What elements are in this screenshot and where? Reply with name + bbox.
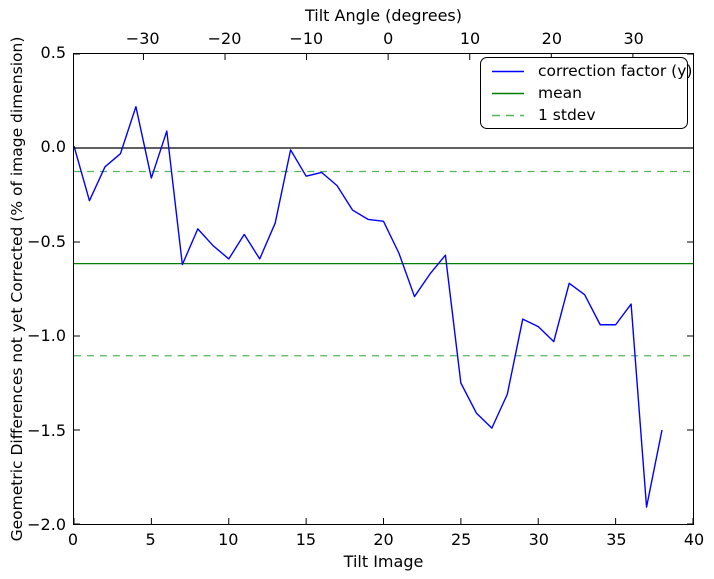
x-tick-label: 35: [606, 530, 627, 549]
legend-label: mean: [538, 84, 582, 102]
y-tick-label: −2.0: [27, 515, 66, 534]
x-tick-label: 20: [373, 530, 394, 549]
legend-label: 1 stdev: [538, 106, 596, 124]
plot-area: correction factor (y) mean 1 stdev: [73, 53, 694, 525]
top-tick-label: 10: [459, 29, 481, 48]
top-tick-label: 20: [541, 29, 563, 48]
legend-item-mean: mean: [492, 82, 687, 104]
x-tick-label: 25: [450, 530, 472, 549]
x-tick-label: 40: [683, 530, 705, 549]
legend-line-solid-blue-icon: [492, 70, 524, 72]
legend-item-stdev: 1 stdev: [492, 104, 687, 126]
x-tick-label: 0: [67, 530, 79, 549]
x-tick-label: 5: [145, 530, 156, 549]
top-axis-title: Tilt Angle (degrees): [304, 6, 463, 25]
y-tick-label: −1.0: [27, 326, 66, 346]
y-axis-label: Geometric Differences not yet Corrected …: [8, 36, 26, 542]
top-tick-label: −20: [207, 29, 242, 48]
x-tick-label: 15: [295, 530, 317, 549]
top-tick-label: −30: [125, 29, 160, 48]
x-tick-label: 30: [528, 530, 549, 549]
x-axis-label: Tilt Image: [343, 552, 424, 571]
legend-label: correction factor (y): [538, 62, 693, 80]
legend-line-dashed-green-icon: [492, 114, 524, 116]
chart-canvas: [74, 54, 693, 524]
y-tick-label: 0.5: [40, 43, 66, 62]
top-tick-label: 0: [383, 29, 394, 48]
x-tick-label: 10: [218, 530, 239, 549]
y-tick-label: −0.5: [27, 231, 66, 251]
correction-factor-line: [74, 105, 663, 508]
top-tick-label: −10: [289, 29, 324, 48]
y-tick-label: −1.5: [27, 420, 66, 440]
legend: correction factor (y) mean 1 stdev: [480, 57, 692, 129]
legend-item-correction-factor: correction factor (y): [492, 60, 692, 82]
top-tick-label: 30: [623, 29, 644, 48]
legend-line-solid-green-icon: [492, 92, 524, 94]
y-tick-label: 0.0: [40, 137, 66, 157]
